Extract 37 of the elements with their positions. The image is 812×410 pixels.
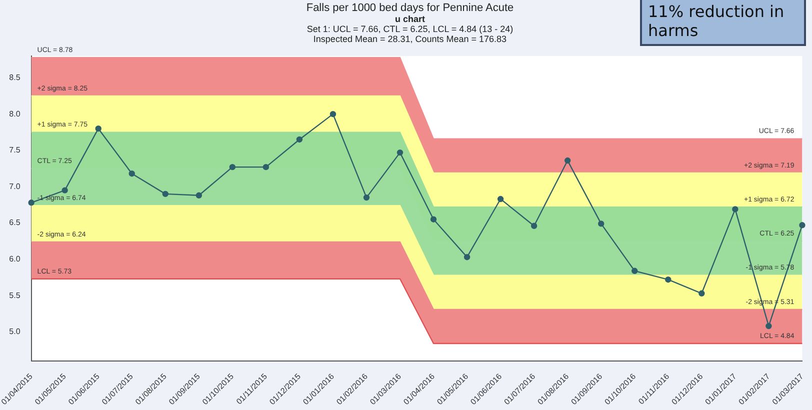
point xyxy=(196,192,202,198)
point xyxy=(497,196,504,202)
point xyxy=(732,206,738,212)
point xyxy=(363,194,370,201)
point xyxy=(28,200,34,206)
point xyxy=(464,254,470,260)
point xyxy=(530,222,538,229)
point xyxy=(799,222,806,228)
y-tick-label: 6.0 xyxy=(9,254,21,264)
point xyxy=(95,125,102,132)
point xyxy=(632,268,638,274)
point xyxy=(162,190,168,198)
y-tick-label: 8.5 xyxy=(9,72,21,82)
point xyxy=(262,164,270,170)
y-tick-label: 8.0 xyxy=(9,109,21,118)
y-tick-label: 7.0 xyxy=(9,182,21,191)
point xyxy=(296,136,303,143)
y-tick-label: 6.5 xyxy=(9,218,21,228)
y-tick-label: 5.0 xyxy=(9,327,21,336)
point xyxy=(62,187,68,194)
point xyxy=(665,276,672,283)
text: Set 1: UCL = 7.66, CTL = 6.25, LCL = 4.84 (13 - 24) xyxy=(306,24,514,34)
point xyxy=(766,322,772,330)
y-tick-label: 7.5 xyxy=(9,146,21,155)
point xyxy=(698,290,705,296)
point xyxy=(330,110,336,118)
point xyxy=(564,157,571,164)
point xyxy=(396,149,404,156)
point xyxy=(229,164,236,170)
y-tick-label: 5.5 xyxy=(9,290,21,300)
text: 11% reduction in harms xyxy=(640,0,806,46)
point xyxy=(598,220,604,227)
text: Inspected Mean = 28.31, Counts Mean = 176.83 xyxy=(312,34,508,44)
chart-subtitle: u chart xyxy=(394,14,426,24)
point xyxy=(430,216,437,222)
point xyxy=(128,170,135,177)
chart-title: Falls per 1000 bed days for Pennine Acute xyxy=(305,2,515,14)
